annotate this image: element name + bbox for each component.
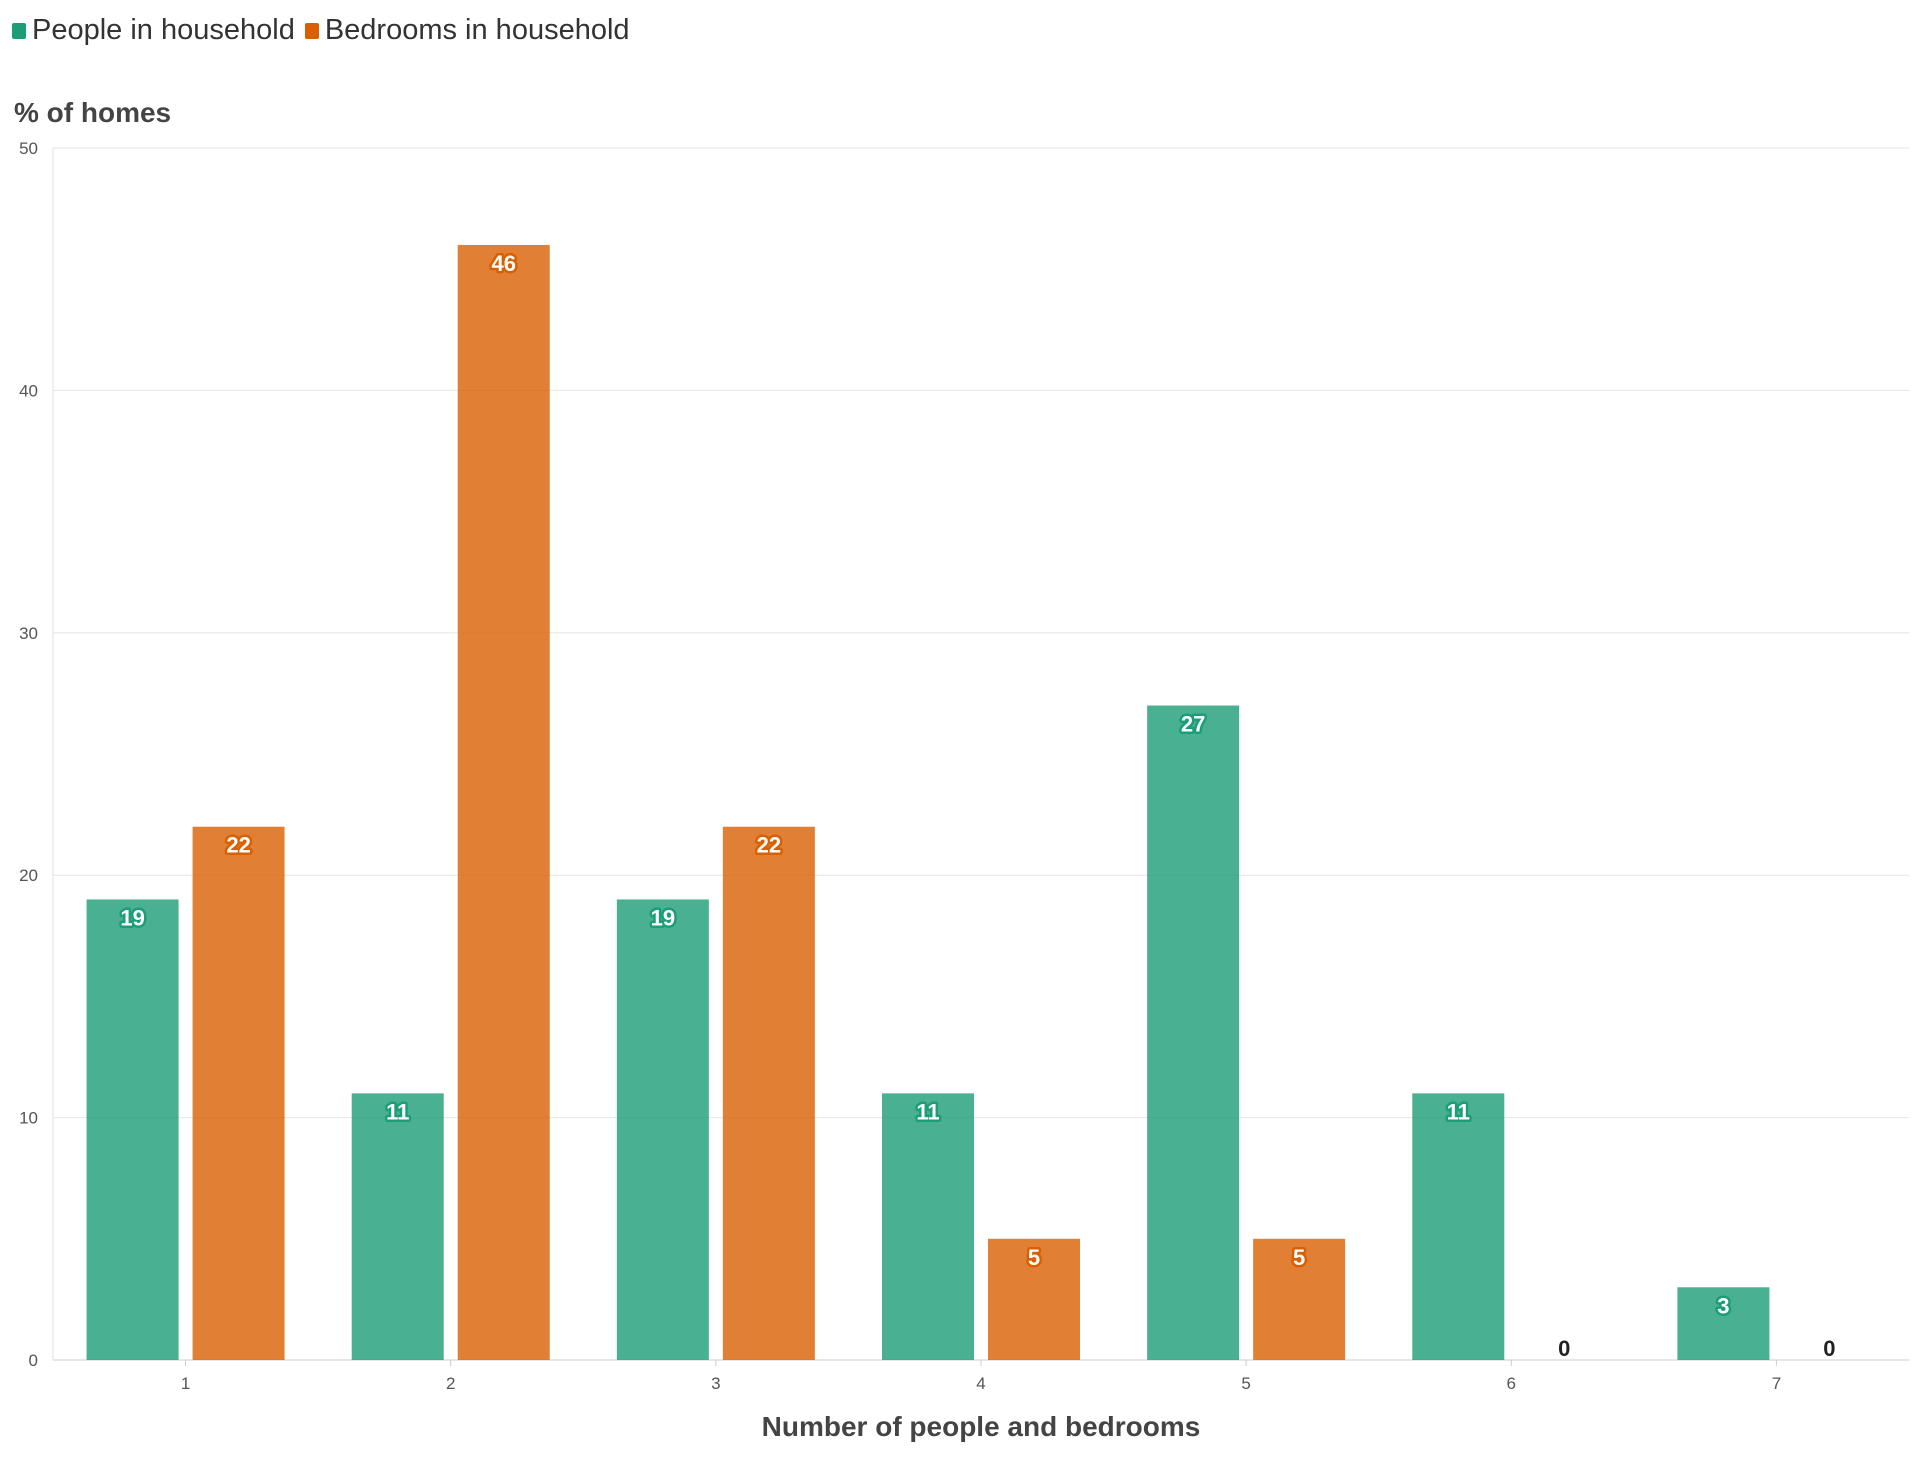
data-label-bedrooms: 22 [226,833,250,858]
data-label-people: 19 [651,905,675,930]
data-label-people: 3 [1717,1293,1729,1318]
y-tick-label: 30 [19,624,38,643]
bar-people [1412,1093,1505,1360]
x-tick-label: 5 [1241,1374,1250,1393]
x-tick-label: 3 [711,1374,720,1393]
legend-item-bedrooms[interactable]: Bedrooms in household [304,14,630,47]
x-tick-label: 6 [1507,1374,1516,1393]
x-tick-label: 7 [1772,1374,1781,1393]
bar-bedrooms [988,1238,1080,1360]
data-label-people: 27 [1181,712,1205,737]
data-label-bedrooms: 5 [1028,1245,1040,1270]
bar-people [616,899,709,1360]
bar-bedrooms [722,826,815,1360]
bar-people [1147,705,1240,1360]
bar-bedrooms [192,826,285,1360]
data-label-bedrooms: 0 [1823,1336,1835,1361]
x-tick-label: 2 [446,1374,455,1393]
legend-item-people[interactable]: People in household [12,14,295,47]
labels-layer: 19 22 11 46 19 22 11 5 27 5 11 0 3 0 [118,248,1836,1361]
legend-swatch-bedrooms [304,22,319,39]
bar-people [351,1093,444,1360]
y-axis-title: % of homes [14,97,171,128]
x-axis-title: Number of people and bedrooms [762,1411,1201,1442]
data-label-bedrooms: 5 [1293,1245,1305,1270]
y-tick-label: 20 [19,866,38,885]
bar-people [86,899,179,1360]
x-tick-label: 1 [181,1374,190,1393]
data-label-people: 11 [386,1099,409,1124]
x-tick-label: 4 [976,1374,985,1393]
data-label-people: 11 [1447,1099,1470,1124]
bars-layer [86,244,1770,1361]
bar-bedrooms [1253,1238,1346,1360]
y-tick-label: 50 [19,139,38,158]
y-tick-label: 10 [19,1109,38,1128]
data-label-bedrooms: 0 [1558,1336,1570,1361]
y-tick-label: 40 [19,381,38,400]
data-label-bedrooms: 22 [757,833,781,858]
legend-label-people: People in household [32,14,295,46]
legend-label-bedrooms: Bedrooms in household [324,14,630,46]
data-label-people: 19 [120,905,144,930]
data-label-bedrooms: 46 [491,251,515,276]
y-tick-label: 0 [29,1351,38,1370]
data-label-people: 11 [916,1099,939,1124]
bar-people [882,1093,974,1360]
bar-people [1677,1287,1770,1360]
legend-swatch-people [12,22,26,39]
bar-bedrooms [457,244,550,1361]
legend: People in household Bedrooms in househol… [12,14,640,47]
